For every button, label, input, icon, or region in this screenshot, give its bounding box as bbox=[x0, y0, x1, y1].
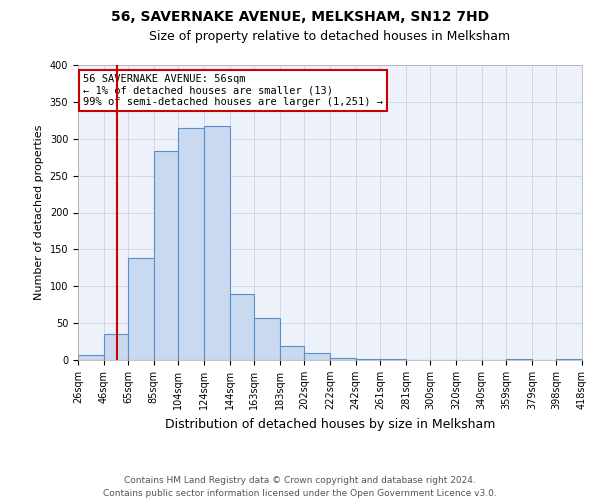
Bar bbox=[128, 258, 154, 360]
Bar bbox=[154, 152, 178, 360]
Bar bbox=[78, 355, 104, 360]
Text: 56, SAVERNAKE AVENUE, MELKSHAM, SN12 7HD: 56, SAVERNAKE AVENUE, MELKSHAM, SN12 7HD bbox=[111, 10, 489, 24]
Text: 56 SAVERNAKE AVENUE: 56sqm
← 1% of detached houses are smaller (13)
99% of semi-: 56 SAVERNAKE AVENUE: 56sqm ← 1% of detac… bbox=[83, 74, 383, 107]
Text: Contains HM Land Registry data © Crown copyright and database right 2024.
Contai: Contains HM Land Registry data © Crown c… bbox=[103, 476, 497, 498]
Title: Size of property relative to detached houses in Melksham: Size of property relative to detached ho… bbox=[149, 30, 511, 43]
Bar bbox=[204, 126, 230, 360]
Bar bbox=[330, 358, 356, 360]
Bar bbox=[280, 346, 304, 360]
X-axis label: Distribution of detached houses by size in Melksham: Distribution of detached houses by size … bbox=[165, 418, 495, 430]
Bar bbox=[230, 294, 254, 360]
Bar bbox=[178, 128, 204, 360]
Bar bbox=[304, 352, 330, 360]
Bar bbox=[254, 318, 280, 360]
Y-axis label: Number of detached properties: Number of detached properties bbox=[34, 125, 44, 300]
Bar bbox=[104, 334, 128, 360]
